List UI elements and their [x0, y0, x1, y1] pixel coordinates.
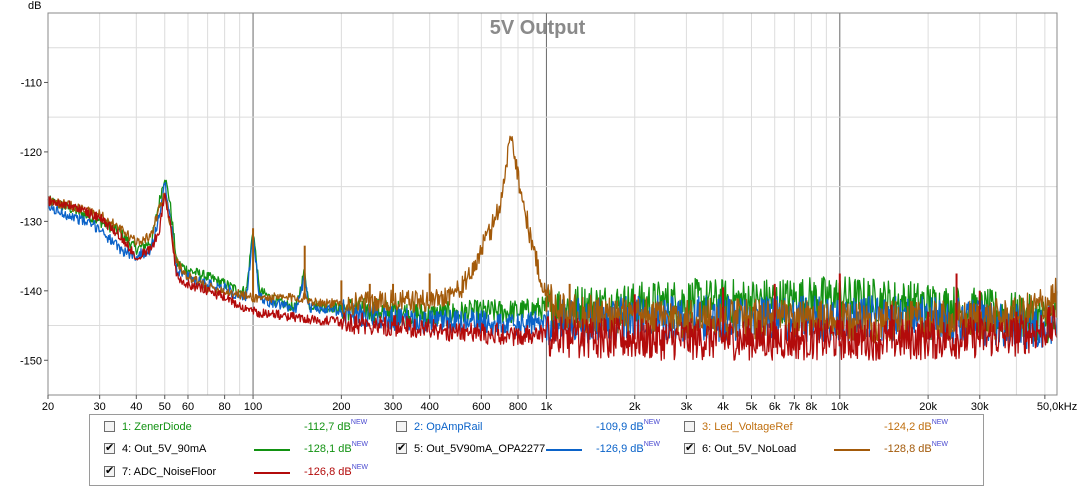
chart-title: 5V Output [490, 17, 586, 39]
legend-label: 4: Out_5V_90mA [122, 443, 207, 455]
x-tick-label: 30 [94, 401, 106, 412]
y-tick-label: -150 [20, 355, 42, 367]
series-line [47, 192, 1058, 361]
legend-swatch [834, 449, 870, 451]
series-layer [47, 135, 1058, 361]
y-tick-label: -110 [21, 77, 42, 89]
x-tick-label: 40 [130, 401, 142, 412]
x-tick-label: 300 [384, 401, 402, 412]
legend-checkbox[interactable] [396, 421, 407, 432]
legend-item: ✔ 7: ADC_NoiseFloor -126,8 dBNEW [104, 463, 384, 483]
legend-value: -124,2 dBNEW [884, 419, 949, 433]
legend-label: 1: ZenerDiode [122, 421, 192, 433]
legend-checkbox[interactable] [104, 421, 115, 432]
legend-value-suffix: NEW [351, 464, 369, 471]
x-tick-label: 20k [919, 401, 937, 412]
legend-swatch [546, 449, 582, 451]
legend-item: 3: Led_VoltageRef -124,2 dBNEW [684, 418, 964, 438]
x-tick-label: 100 [244, 401, 262, 412]
x-tick-label: 5k [746, 401, 758, 412]
y-tick-label: -120 [20, 147, 42, 159]
legend-value: -128,1 dBNEW [304, 441, 369, 455]
x-tick-label: 50,0kHz [1037, 401, 1077, 412]
legend-label: 6: Out_5V_NoLoad [702, 443, 797, 455]
y-tick-label: -130 [20, 216, 42, 228]
legend-swatch [254, 472, 290, 474]
legend-item: ✔ 4: Out_5V_90mA -128,1 dBNEW [104, 440, 384, 460]
legend-value: -126,9 dBNEW [596, 441, 661, 455]
plot-border [47, 12, 1058, 396]
x-tick-label: 10k [831, 401, 849, 412]
legend-value: -126,8 dBNEW [304, 464, 369, 478]
legend-value-suffix: NEW [931, 419, 949, 426]
legend-value-suffix: NEW [350, 419, 368, 426]
x-tick-label: 80 [219, 401, 231, 412]
legend-item: ✔ 6: Out_5V_NoLoad -128,8 dBNEW [684, 440, 964, 460]
x-tick-label: 50 [159, 401, 171, 412]
x-tick-label: 2k [629, 401, 641, 412]
x-tick-label: 7k [789, 401, 801, 412]
legend-value-suffix: NEW [643, 441, 661, 448]
legend-checkbox[interactable]: ✔ [104, 465, 115, 477]
y-axis-label: dB [28, 0, 41, 12]
legend-label: 2: OpAmpRail [414, 421, 483, 433]
legend-swatch [254, 449, 290, 451]
legend-value: -112,7 dBNEW [304, 419, 368, 433]
x-tick-label: 3k [681, 401, 693, 412]
x-tick-label: 200 [332, 401, 350, 412]
legend-label: 3: Led_VoltageRef [702, 421, 793, 433]
legend: 1: ZenerDiode -112,7 dBNEW 2: OpAmpRail -10… [89, 414, 984, 486]
legend-value: -109,9 dBNEW [596, 419, 661, 433]
x-tick-label: 8k [806, 401, 818, 412]
legend-label: 7: ADC_NoiseFloor [122, 466, 217, 478]
y-tick-label: -140 [20, 286, 42, 298]
legend-item: ✔ 5: Out_5V90mA_OPA2277 -126,9 dBNEW [396, 440, 676, 460]
legend-checkbox[interactable]: ✔ [396, 442, 407, 454]
x-tick-label: 600 [472, 401, 490, 412]
legend-value: -128,8 dBNEW [884, 441, 949, 455]
legend-checkbox[interactable] [684, 421, 695, 432]
x-tick-label: 60 [182, 401, 194, 412]
x-tick-label: 400 [421, 401, 439, 412]
legend-value-suffix: NEW [931, 441, 949, 448]
x-tick-label: 4k [717, 401, 729, 412]
legend-value-suffix: NEW [351, 441, 369, 448]
x-tick-label: 6k [769, 401, 781, 412]
legend-checkbox[interactable]: ✔ [104, 442, 115, 454]
x-tick-label: 20 [42, 401, 54, 412]
spectrum-chart: 20 30 40 50 60 80 100 200 300 400 600 800 1k 2k 3k 4k 5k… [20, 0, 1077, 412]
x-tick-label: 1k [541, 401, 553, 412]
x-tick-label: 30k [971, 401, 989, 412]
legend-label: 5: Out_5V90mA_OPA2277 [414, 443, 546, 455]
x-tick-label: 800 [509, 401, 527, 412]
legend-item: 2: OpAmpRail -109,9 dBNEW [396, 418, 676, 438]
legend-item: 1: ZenerDiode -112,7 dBNEW [104, 418, 384, 438]
legend-value-suffix: NEW [643, 419, 661, 426]
axes: 20 30 40 50 60 80 100 200 300 400 600 800 1k 2k 3k 4k 5k… [20, 77, 1077, 412]
legend-checkbox[interactable]: ✔ [684, 442, 695, 454]
